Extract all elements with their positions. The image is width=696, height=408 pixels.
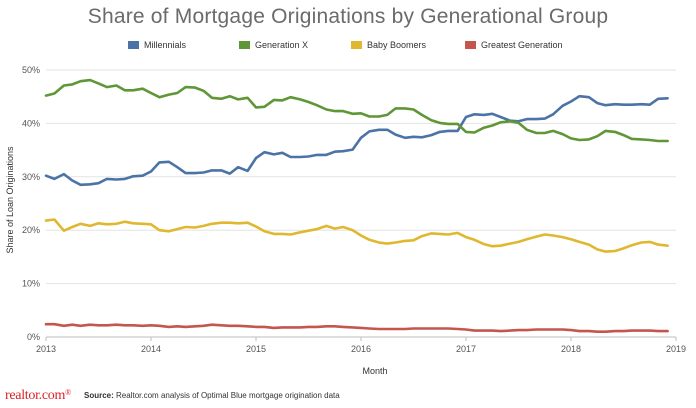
legend-swatch-baby-boomers <box>351 41 362 49</box>
gridlines <box>46 69 676 338</box>
series-line-generation-x <box>44 78 669 143</box>
y-tick-label: 40% <box>22 118 40 128</box>
legend-item-generation-x: Generation X <box>239 40 308 50</box>
series-line-millennials <box>44 94 669 187</box>
legend-label-greatest-generation: Greatest Generation <box>481 40 563 50</box>
x-axis-label: Month <box>362 366 387 376</box>
legend-swatch-generation-x <box>239 41 250 49</box>
legend-label-millennials: Millennials <box>144 40 187 50</box>
legend-item-baby-boomers: Baby Boomers <box>351 40 426 50</box>
brand-text: realtor.com <box>5 388 66 403</box>
legend-swatch-millennials <box>128 41 139 49</box>
x-tick-label: 2016 <box>351 344 371 354</box>
realtor-logo: realtor.com® <box>5 388 71 404</box>
chart-title: Share of Mortgage Originations by Genera… <box>87 5 609 28</box>
x-tick-label: 2013 <box>36 344 56 354</box>
source-label: Source: <box>84 391 114 400</box>
x-axis: 2013 2014 2015 2016 2017 2018 2019 <box>36 337 686 354</box>
series-lines <box>44 78 669 333</box>
legend-item-millennials: Millennials <box>128 40 186 50</box>
source-text: Realtor.com analysis of Optimal Blue mor… <box>116 391 340 400</box>
source-note: Source: Realtor.com analysis of Optimal … <box>84 391 340 400</box>
y-tick-label: 20% <box>22 225 40 235</box>
footer: realtor.com® Source: Realtor.com analysi… <box>0 388 696 406</box>
series-line-baby-boomers <box>44 218 669 253</box>
y-tick-label: 0% <box>27 332 40 342</box>
chart-legend: Millennials Generation X Baby Boomers Gr… <box>0 40 696 54</box>
y-axis: 0% 10% 20% 30% 40% 50% <box>22 65 40 342</box>
x-tick-label: 2015 <box>246 344 266 354</box>
x-tick-label: 2018 <box>561 344 581 354</box>
x-tick-label: 2019 <box>666 344 686 354</box>
legend-item-greatest-generation: Greatest Generation <box>465 40 563 50</box>
legend-label-baby-boomers: Baby Boomers <box>367 40 427 50</box>
x-tick-label: 2014 <box>141 344 161 354</box>
y-tick-label: 50% <box>22 65 40 75</box>
legend-label-generation-x: Generation X <box>255 40 309 50</box>
legend-swatch-greatest-generation <box>465 41 476 49</box>
y-tick-label: 10% <box>22 279 40 289</box>
brand-mark: ® <box>65 388 71 397</box>
y-axis-label: Share of Loan Originations <box>5 146 15 254</box>
x-tick-label: 2017 <box>456 344 476 354</box>
y-tick-label: 30% <box>22 172 40 182</box>
series-line-greatest-generation <box>44 322 669 333</box>
